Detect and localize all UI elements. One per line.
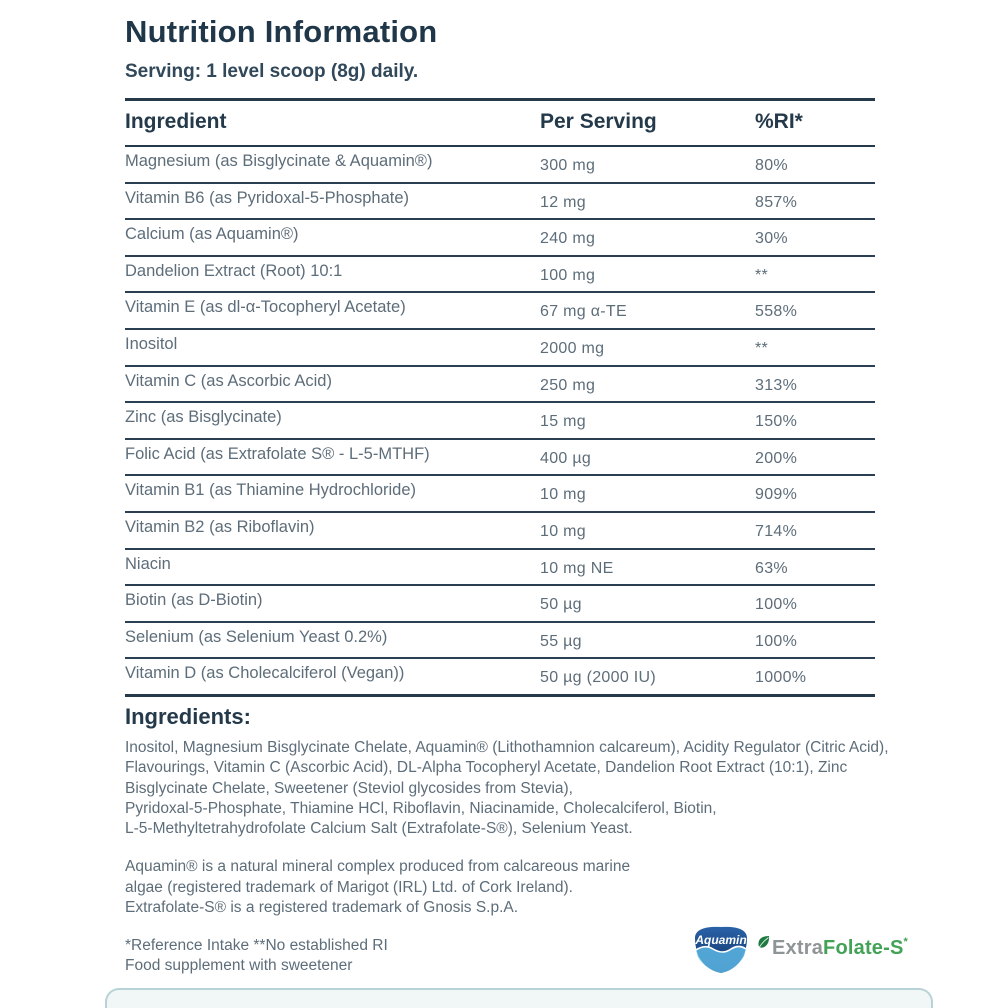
column-header-per-serving: Per Serving — [540, 110, 657, 133]
cell-ri: 200% — [755, 449, 798, 467]
cell-per-serving: 12 mg — [540, 193, 586, 211]
cell-ingredient: Vitamin B6 (as Pyridoxal-5-Phosphate) — [125, 188, 409, 207]
cell-per-serving: 10 mg — [540, 522, 586, 540]
cell-ri: 909% — [755, 486, 798, 504]
cell-ingredient: Zinc (as Bisglycinate) — [125, 408, 282, 427]
cell-ingredient: Vitamin E (as dl-α-Tocopheryl Acetate) — [125, 298, 406, 317]
extrafolate-folate-text: Folate-S — [823, 937, 904, 959]
extrafolate-trademark-mark: * — [903, 936, 909, 948]
aquamin-logo-label: Aquamin — [694, 933, 746, 947]
cell-ri: 30% — [755, 230, 788, 248]
cell-per-serving: 100 mg — [540, 266, 596, 284]
table-row: Calcium (as Aquamin®) 240 mg 30% — [125, 220, 875, 257]
extrafolate-logo-label: ExtraFolate-S* — [772, 933, 908, 963]
cell-per-serving: 15 mg — [540, 413, 586, 431]
cell-ingredient: Calcium (as Aquamin®) — [125, 225, 299, 244]
extrafolate-logo: ExtraFolate-S* — [757, 933, 908, 963]
cell-ri: ** — [755, 339, 769, 357]
nutrition-table-body: Magnesium (as Bisglycinate & Aquamin®) 3… — [125, 147, 875, 697]
table-row: Vitamin B6 (as Pyridoxal-5-Phosphate) 12… — [125, 184, 875, 221]
cell-ingredient: Inositol — [125, 334, 178, 353]
bottom-panel-edge — [105, 988, 933, 1008]
cell-per-serving: 2000 mg — [540, 339, 605, 357]
table-row: Vitamin C (as Ascorbic Acid) 250 mg 313% — [125, 367, 875, 404]
table-row: Vitamin D (as Cholecalciferol (Vegan)) 5… — [125, 659, 875, 697]
column-header-ri: %RI* — [755, 110, 803, 133]
cell-ri: ** — [755, 266, 769, 284]
cell-ri: 857% — [755, 193, 798, 211]
cell-ri: 714% — [755, 522, 798, 540]
cell-per-serving: 400 µg — [540, 449, 592, 467]
ingredients-body: Inositol, Magnesium Bisglycinate Chelate… — [125, 739, 889, 838]
leaf-icon — [758, 936, 770, 948]
cell-ingredient: Vitamin B1 (as Thiamine Hydrochloride) — [125, 481, 417, 500]
cell-ingredient: Magnesium (as Bisglycinate & Aquamin®) — [125, 152, 433, 170]
table-row: Inositol 2000 mg ** — [125, 330, 875, 367]
cell-ri: 100% — [755, 632, 798, 650]
trademark-note: Aquamin® is a natural mineral complex pr… — [125, 858, 631, 916]
table-header-row: Ingredient Per Serving %RI* — [125, 101, 875, 147]
cell-ri: 150% — [755, 413, 798, 431]
footnotes: *Reference Intake **No established RI Fo… — [125, 937, 388, 974]
table-row: Biotin (as D-Biotin) 50 µg 100% — [125, 586, 875, 623]
page-title: Nutrition Information — [125, 14, 438, 49]
table-row: Vitamin B2 (as Riboflavin) 10 mg 714% — [125, 513, 875, 550]
table-row: Vitamin E (as dl-α-Tocopheryl Acetate) 6… — [125, 293, 875, 330]
cell-ingredient: Folic Acid (as Extrafolate S® - L-5-MTHF… — [125, 444, 430, 463]
table-row: Selenium (as Selenium Yeast 0.2%) 55 µg … — [125, 623, 875, 660]
serving-info: Serving: 1 level scoop (8g) daily. — [125, 61, 419, 82]
cell-ingredient: Vitamin B2 (as Riboflavin) — [125, 517, 315, 536]
cell-ingredient: Vitamin C (as Ascorbic Acid) — [125, 371, 332, 390]
table-row: Dandelion Extract (Root) 10:1 100 mg ** — [125, 257, 875, 294]
cell-ri: 80% — [755, 157, 788, 174]
cell-ingredient: Dandelion Extract (Root) 10:1 — [125, 261, 343, 280]
aquamin-logo-icon: Aquamin — [694, 926, 747, 973]
cell-ri: 558% — [755, 303, 798, 321]
cell-per-serving: 300 mg — [540, 157, 596, 174]
cell-ri: 313% — [755, 376, 798, 394]
cell-ri: 63% — [755, 559, 788, 577]
extrafolate-extra-text: Extra — [772, 937, 824, 959]
cell-ri: 100% — [755, 596, 798, 614]
cell-per-serving: 50 µg — [540, 596, 582, 614]
table-row: Vitamin B1 (as Thiamine Hydrochloride) 1… — [125, 476, 875, 513]
cell-per-serving: 10 mg NE — [540, 559, 614, 577]
cell-per-serving: 10 mg — [540, 486, 586, 504]
cell-ingredient: Selenium (as Selenium Yeast 0.2%) — [125, 627, 388, 646]
table-row: Niacin 10 mg NE 63% — [125, 550, 875, 587]
nutrition-table: Ingredient Per Serving %RI* Magnesium (a… — [125, 98, 875, 697]
table-row: Zinc (as Bisglycinate) 15 mg 150% — [125, 403, 875, 440]
cell-per-serving: 240 mg — [540, 230, 596, 248]
column-header-ingredient: Ingredient — [125, 110, 227, 133]
ingredients-heading: Ingredients: — [125, 704, 251, 729]
cell-per-serving: 250 mg — [540, 376, 596, 394]
cell-ri: 1000% — [755, 669, 807, 687]
table-row: Magnesium (as Bisglycinate & Aquamin®) 3… — [125, 147, 875, 184]
cell-ingredient: Vitamin D (as Cholecalciferol (Vegan)) — [125, 664, 405, 683]
cell-per-serving: 67 mg α-TE — [540, 303, 627, 321]
cell-ingredient: Niacin — [125, 554, 171, 573]
cell-per-serving: 50 µg (2000 IU) — [540, 669, 656, 687]
cell-ingredient: Biotin (as D-Biotin) — [125, 591, 263, 610]
table-row: Folic Acid (as Extrafolate S® - L-5-MTHF… — [125, 440, 875, 477]
cell-per-serving: 55 µg — [540, 632, 582, 650]
